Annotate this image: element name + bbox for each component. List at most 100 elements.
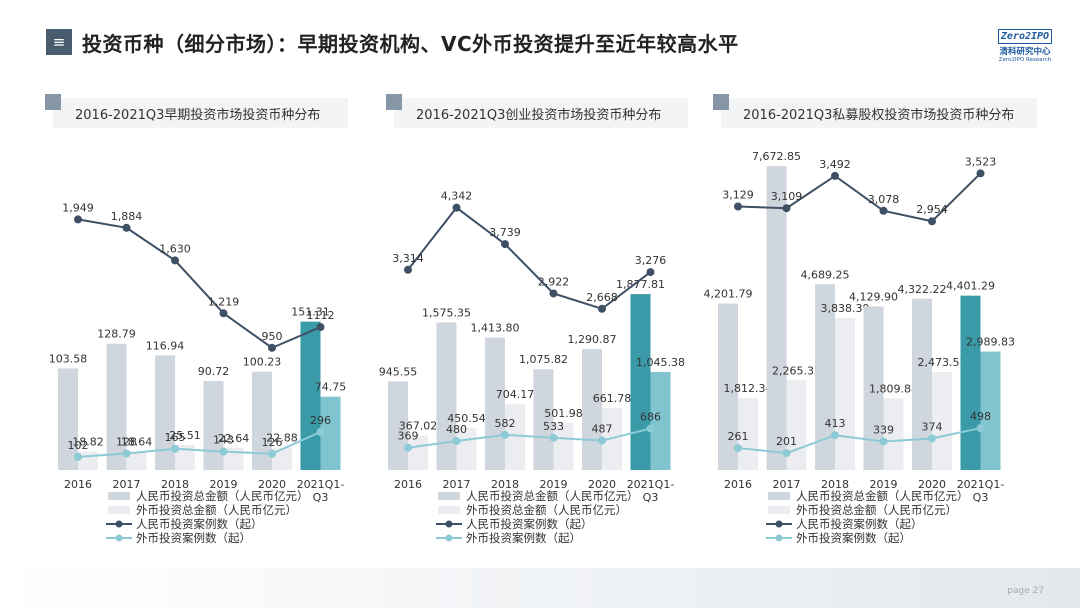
rmb-amount-bar xyxy=(300,321,321,470)
rmb-count-label: 950 xyxy=(262,330,283,343)
rmb-amount-label: 103.58 xyxy=(49,352,88,365)
chart-3-header: 2016-2021Q3私募股权投资市场投资币种分布 xyxy=(713,94,1037,128)
fx-count-point xyxy=(404,443,412,452)
fx-count-label: 582 xyxy=(495,417,516,430)
x-tick-label: 2021Q1- xyxy=(297,478,345,491)
logo-en-text: Zero2IPO Research xyxy=(998,57,1052,63)
fx-amount-label: 661.78 xyxy=(593,392,632,405)
rmb-count-label: 1,949 xyxy=(62,201,94,214)
fx-amount-bar xyxy=(883,398,904,470)
chart-2-title: 2016-2021Q3创业投资市场投资币种分布 xyxy=(416,107,662,123)
rmb-amount-label: 4,689.25 xyxy=(801,268,850,281)
fx-count-label: 369 xyxy=(398,430,419,443)
x-tick-label: 2021Q1- xyxy=(957,478,1005,491)
header-square-icon xyxy=(45,94,61,110)
logo-cn-text: 清科研究中心 xyxy=(999,47,1051,57)
rmb-amount-label: 945.55 xyxy=(379,365,418,378)
fx-count-point xyxy=(879,437,888,446)
rmb-amount-bar xyxy=(388,381,408,470)
fx-amount-label: 704.17 xyxy=(496,388,535,401)
fx-count-point xyxy=(74,452,82,461)
legend-marker xyxy=(115,534,123,542)
legend-marker xyxy=(445,534,453,542)
rmb-count-point xyxy=(404,265,412,274)
rmb-amount-label: 1,413.80 xyxy=(471,322,520,335)
legend-marker xyxy=(115,520,123,528)
legend-label: 人民币投资总金额（人民币亿元） xyxy=(466,489,639,503)
rmb-count-label: 3,314 xyxy=(392,252,424,265)
page-value: 27 xyxy=(1032,586,1044,596)
fx-amount-label: 18.64 xyxy=(121,436,153,449)
legend-label: 人民币投资案例数（起） xyxy=(136,517,263,531)
fx-amount-label: 1,045.38 xyxy=(636,356,685,369)
fx-amount-label: 22.88 xyxy=(266,432,298,445)
fx-amount-bar xyxy=(320,396,341,470)
legend-label: 人民币投资案例数（起） xyxy=(796,517,923,531)
x-tick-label: 2017 xyxy=(773,478,801,491)
rmb-count-point xyxy=(549,289,558,298)
x-tick-label: Q3 xyxy=(973,491,989,504)
fx-amount-bar xyxy=(650,372,671,470)
rmb-count-point xyxy=(734,202,742,211)
fx-amount-bar xyxy=(553,422,574,470)
rmb-amount-label: 1,290.87 xyxy=(568,333,617,346)
rmb-amount-bar xyxy=(252,371,272,470)
page-title: 投资币种（细分市场）：早期投资机构、VC外币投资提升至近年较高水平 xyxy=(82,31,739,56)
fx-count-label: 143 xyxy=(213,434,234,447)
fx-amount-label: 25.51 xyxy=(169,429,201,442)
header-square-icon xyxy=(713,94,729,110)
legend-swatch xyxy=(768,506,790,514)
x-tick-label: 2016 xyxy=(394,478,422,491)
rmb-count-label: 4,342 xyxy=(441,190,473,203)
fx-amount-label: 1,812.34 xyxy=(724,382,773,395)
legend-label: 外币投资案例数（起） xyxy=(136,531,251,545)
rmb-count-point xyxy=(74,215,82,224)
rmb-amount-bar xyxy=(960,295,981,470)
page-header: ≡ 投资币种（细分市场）：早期投资机构、VC外币投资提升至近年较高水平 xyxy=(46,28,739,56)
rmb-count-point xyxy=(171,256,179,265)
legend-swatch xyxy=(108,506,130,514)
rmb-amount-bar xyxy=(863,306,884,470)
fx-amount-label: 74.75 xyxy=(315,381,347,394)
rmb-count-label: 3,739 xyxy=(489,226,521,239)
rmb-count-point xyxy=(879,206,888,215)
rmb-count-label: 2,668 xyxy=(586,291,618,304)
x-tick-label: Q3 xyxy=(643,491,659,504)
rmb-amount-bar xyxy=(155,355,175,470)
x-tick-label: 2018 xyxy=(161,478,189,491)
fx-count-label: 128 xyxy=(116,436,137,449)
fx-count-label: 686 xyxy=(640,411,661,424)
rmb-count-line xyxy=(77,218,321,349)
rmb-count-line xyxy=(407,206,652,310)
fx-count-label: 374 xyxy=(922,421,943,434)
fx-count-label: 339 xyxy=(873,423,894,436)
fx-amount-label: 367.02 xyxy=(399,420,438,433)
fx-amount-bar xyxy=(126,451,147,470)
rmb-count-point xyxy=(268,343,276,352)
fx-count-label: 102 xyxy=(68,439,89,452)
legend-label: 外币投资总金额（人民币亿元） xyxy=(796,503,957,517)
rmb-count-point xyxy=(122,223,131,232)
rmb-count-line xyxy=(737,172,982,223)
fx-count-point xyxy=(646,424,655,433)
x-tick-label: 2018 xyxy=(491,478,519,491)
x-tick-label: 2019 xyxy=(870,478,898,491)
x-tick-label: 2016 xyxy=(724,478,752,491)
rmb-count-point xyxy=(501,240,509,249)
fx-amount-label: 18.82 xyxy=(72,436,104,449)
fx-amount-bar xyxy=(505,404,525,470)
legend-marker xyxy=(775,534,783,542)
rmb-count-point xyxy=(598,304,606,313)
fx-count-label: 165 xyxy=(165,431,186,444)
fx-count-point xyxy=(316,427,325,436)
fx-count-point xyxy=(219,447,228,456)
rmb-amount-label: 4,322.22 xyxy=(898,283,947,296)
legend-label: 外币投资总金额（人民币亿元） xyxy=(136,503,297,517)
legend-label: 人民币投资案例数（起） xyxy=(466,517,593,531)
fx-amount-bar xyxy=(175,444,195,470)
rmb-count-point xyxy=(452,203,461,212)
x-tick-label: Q3 xyxy=(313,491,329,504)
rmb-count-label: 1112 xyxy=(307,309,335,322)
rmb-amount-bar xyxy=(630,294,651,470)
chart-1-title: 2016-2021Q3早期投资市场投资币种分布 xyxy=(75,107,321,123)
